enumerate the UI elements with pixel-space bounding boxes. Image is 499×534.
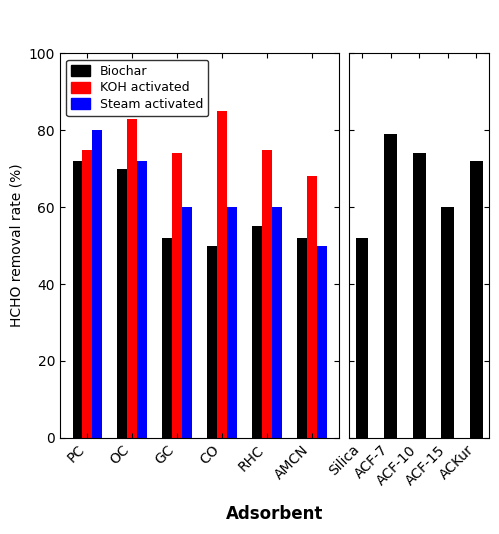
Bar — [117, 169, 127, 438]
Bar — [307, 176, 317, 438]
Legend: Biochar, KOH activated, Steam activated: Biochar, KOH activated, Steam activated — [66, 60, 208, 116]
Bar — [72, 161, 82, 438]
Bar — [252, 226, 262, 438]
Bar — [441, 207, 454, 438]
Bar — [127, 119, 137, 438]
Bar — [317, 246, 327, 438]
Y-axis label: HCHO removal rate (%): HCHO removal rate (%) — [9, 164, 23, 327]
Bar — [182, 207, 192, 438]
Bar — [207, 246, 217, 438]
Bar — [297, 238, 307, 438]
Bar — [217, 111, 227, 438]
Bar — [162, 238, 172, 438]
Bar — [384, 134, 397, 438]
Bar — [272, 207, 282, 438]
Bar — [82, 150, 92, 438]
Bar — [470, 161, 483, 438]
Bar — [413, 153, 426, 438]
Bar — [172, 153, 182, 438]
Bar — [92, 130, 102, 438]
Bar — [227, 207, 237, 438]
Text: Adsorbent: Adsorbent — [226, 505, 323, 523]
Bar — [356, 238, 368, 438]
Bar — [262, 150, 272, 438]
Bar — [137, 161, 147, 438]
